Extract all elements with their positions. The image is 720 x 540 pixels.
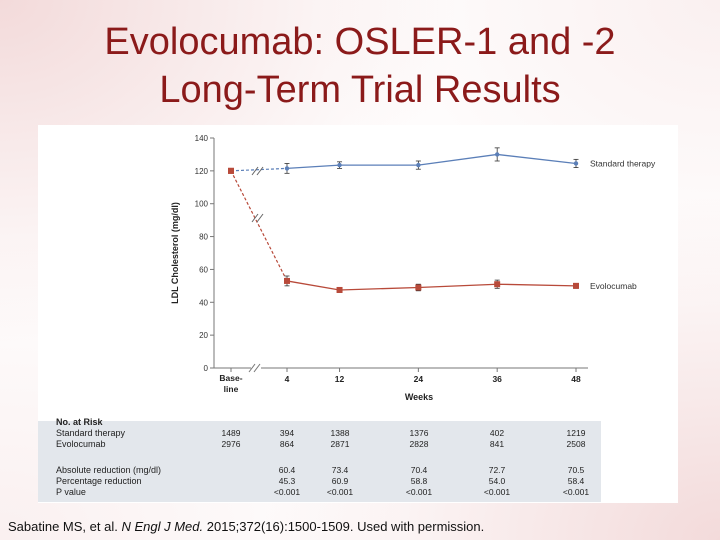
y-tick-label: 140: [195, 134, 209, 143]
data-point: [573, 282, 579, 289]
data-point: [494, 152, 500, 157]
data-point: [416, 162, 421, 168]
table-cell: 70.4: [411, 465, 428, 475]
series-dashed-segment: [230, 170, 288, 282]
table-cell: 54.0: [489, 476, 506, 486]
table-cell: 2508: [567, 439, 586, 449]
title-line-2: Long-Term Trial Results: [159, 69, 561, 111]
y-tick-label: 40: [199, 298, 208, 307]
series-line: [286, 153, 577, 170]
table-cell: <0.001: [327, 487, 354, 497]
data-point: [284, 166, 290, 171]
table-header: No. at Risk: [56, 417, 104, 427]
title-line-1: Evolocumab: OSLER-1 and -2: [104, 21, 616, 63]
x-tick-label: 4: [285, 374, 290, 384]
table-cell: 58.8: [411, 476, 428, 486]
line-break-mark: [251, 166, 259, 176]
citation-details: 2015;372(16):1500-1509. Used with permis…: [206, 519, 485, 534]
table-cell: <0.001: [484, 487, 511, 497]
citation-journal: N Engl J Med.: [121, 519, 204, 534]
x-tick-label: line: [224, 384, 239, 394]
table-row-label: Absolute reduction (mg/dl): [56, 465, 161, 475]
table-cell: <0.001: [274, 487, 301, 497]
y-tick-label: 120: [195, 167, 209, 176]
citation: Sabatine MS, et al. N Engl J Med. 2015;3…: [8, 519, 484, 534]
y-tick-label: 20: [199, 331, 208, 340]
ldl-chart: 0 20 40 60 80 100 120 140 LDL Cholesterol (mg/dl…: [38, 134, 656, 502]
series-label: Evolocumab: [590, 281, 637, 291]
table-cell: 2828: [410, 439, 429, 449]
data-point: [336, 286, 343, 293]
table-cell: 73.4: [332, 465, 349, 475]
series-dashed-segment: [230, 167, 288, 172]
x-tick-label: 48: [571, 374, 581, 384]
x-tick-label: 12: [335, 374, 345, 384]
table-cell: 1489: [222, 428, 241, 438]
table-cell: 1388: [331, 428, 350, 438]
data-point: [284, 277, 290, 284]
y-tick-label: 100: [195, 200, 209, 209]
figure-panel: 0 20 40 60 80 100 120 140 LDL Cholesterol (mg/dl…: [38, 125, 678, 503]
table-cell: 58.4: [568, 476, 585, 486]
table-cell: 1219: [567, 428, 586, 438]
series-label: Standard therapy: [590, 158, 656, 168]
x-tick-label: 24: [414, 374, 424, 384]
series-line: [286, 280, 577, 291]
table-cell: <0.001: [406, 487, 433, 497]
x-tick-label: 36: [492, 374, 502, 384]
table-row-label: Evolocumab: [56, 439, 106, 449]
table-cell: 72.7: [489, 465, 506, 475]
y-tick-label: 60: [199, 265, 208, 274]
data-point: [337, 162, 342, 168]
table-cell: 60.4: [279, 465, 296, 475]
table-cell: 1376: [410, 428, 429, 438]
table-row-label: Standard therapy: [56, 428, 126, 438]
table-cell: 841: [490, 439, 504, 449]
axis-break-mark: [253, 363, 261, 373]
axis-break-mark: [248, 363, 256, 373]
table-row-label: P value: [56, 487, 86, 497]
y-tick-label: 0: [204, 364, 209, 373]
x-tick-label: Base-: [219, 373, 242, 383]
table-cell: 60.9: [332, 476, 349, 486]
y-tick-label: 80: [199, 233, 208, 242]
table-band-stats: [38, 462, 601, 502]
line-break-mark: [256, 213, 264, 223]
line-break-mark: [256, 166, 264, 176]
data-point: [494, 281, 501, 288]
slide-title: Evolocumab: OSLER-1 and -2 Long-Term Tri…: [40, 18, 680, 114]
table-cell: 394: [280, 428, 294, 438]
data-point: [573, 161, 579, 166]
line-break-mark: [251, 213, 259, 223]
data-point: [415, 284, 422, 291]
table-cell: 2871: [331, 439, 350, 449]
table-cell: 402: [490, 428, 504, 438]
citation-authors: Sabatine MS, et al.: [8, 519, 118, 534]
y-axis-title: LDL Cholesterol (mg/dl): [170, 202, 180, 304]
table-cell: 864: [280, 439, 294, 449]
data-point: [228, 167, 234, 174]
x-axis-title: Weeks: [405, 392, 433, 402]
table-cell: 2976: [222, 439, 241, 449]
table-cell: <0.001: [563, 487, 590, 497]
table-cell: 70.5: [568, 465, 585, 475]
table-row-label: Percentage reduction: [56, 476, 142, 486]
table-cell: 45.3: [279, 476, 296, 486]
